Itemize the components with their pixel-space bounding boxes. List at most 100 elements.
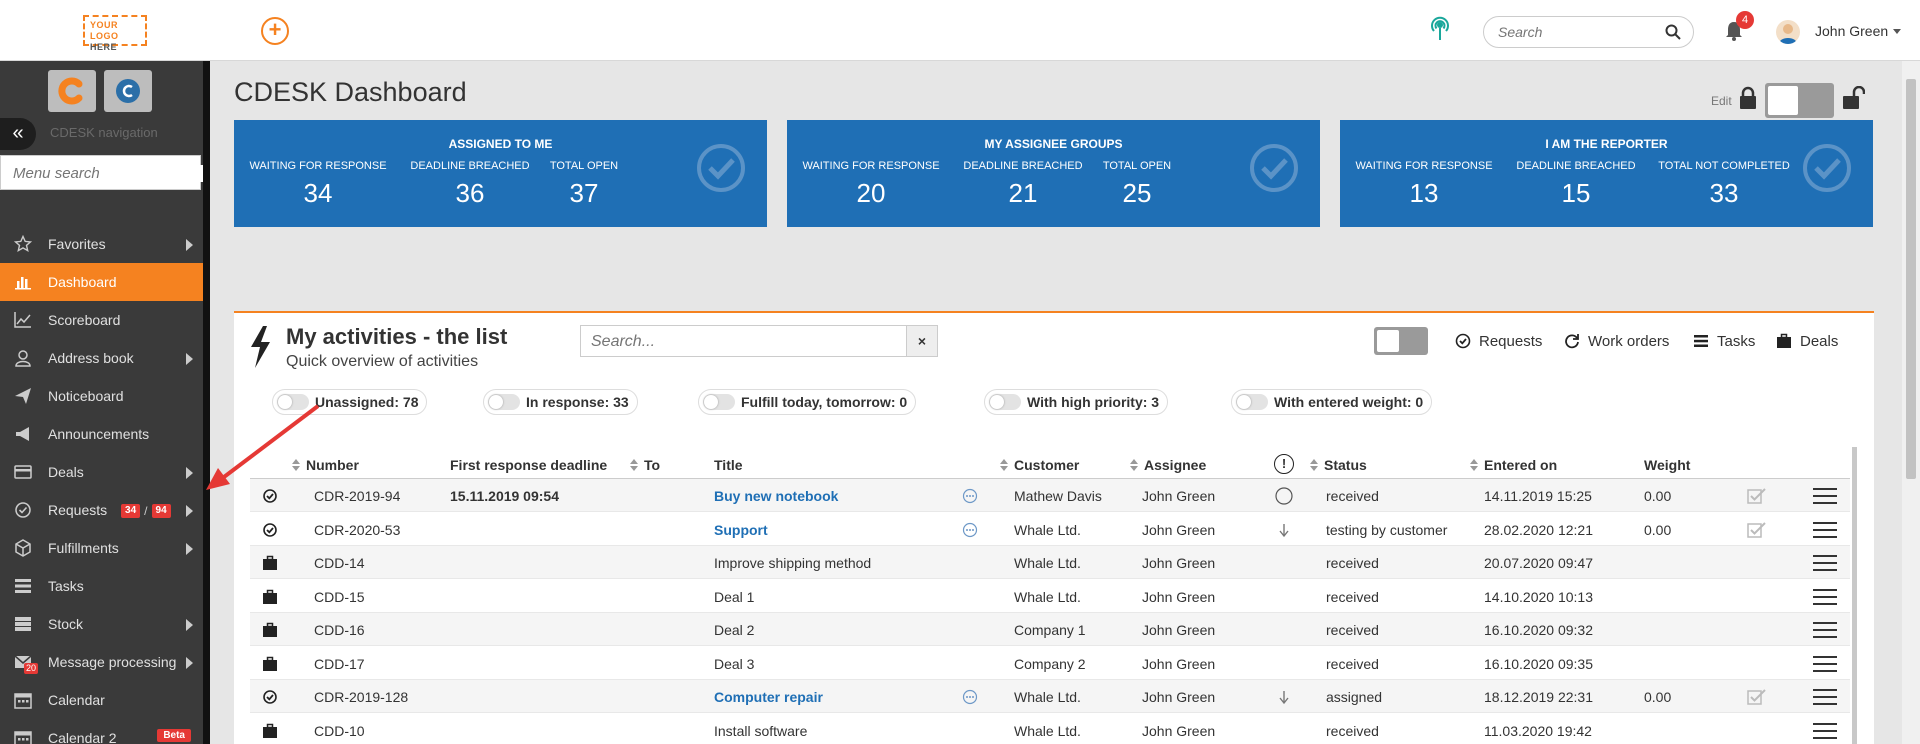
list-view-toggle[interactable] [1374, 327, 1428, 355]
row-title[interactable]: Computer repair [714, 689, 823, 705]
card-stat[interactable]: TOTAL OPEN 25 [1097, 160, 1177, 209]
sidebar-item-scoreboard[interactable]: Scoreboard [0, 301, 203, 339]
clear-search-button[interactable]: × [906, 325, 938, 357]
filter-requests[interactable]: Requests [1455, 333, 1542, 350]
quick-filter-high-priority[interactable]: With high priority: 3 [984, 389, 1169, 415]
sidebar-item-address-book[interactable]: Address book [0, 339, 203, 377]
table-row[interactable]: CDR-2019-128 Computer repair Whale Ltd. Joh… [250, 680, 1850, 713]
hamburger-menu-icon[interactable] [1813, 689, 1837, 705]
column-header-assignee[interactable]: Assignee [1130, 457, 1206, 473]
table-row[interactable]: CDR-2020-53 Support Whale Ltd. John Green te… [250, 513, 1850, 546]
sidebar-item-dashboard[interactable]: Dashboard [0, 263, 203, 301]
column-header-number[interactable]: Number [292, 457, 359, 473]
column-header-weight[interactable]: Weight [1644, 457, 1690, 473]
card-stat[interactable]: DEADLINE BREACHED 21 [963, 160, 1083, 209]
collapse-sidebar-button[interactable]: « [0, 118, 36, 150]
sidebar-item-tasks[interactable]: Tasks [0, 567, 203, 605]
hamburger-menu-icon[interactable] [1813, 655, 1837, 672]
filter-deals[interactable]: Deals [1776, 333, 1838, 350]
user-name[interactable]: John Green [1815, 23, 1889, 39]
sidebar-item-favorites[interactable]: Favorites [0, 225, 203, 263]
search-icon[interactable] [1665, 24, 1681, 40]
more-options-icon[interactable] [962, 522, 978, 538]
activities-search[interactable] [580, 325, 918, 357]
check-circle-icon [263, 489, 277, 503]
sidebar-item-deals[interactable]: Deals [0, 453, 203, 491]
filter-tasks[interactable]: Tasks [1693, 333, 1755, 350]
card-assigned-to-me[interactable]: ASSIGNED TO ME WAITING FOR RESPONSE 34 DE… [234, 120, 767, 227]
filter-switch[interactable] [1236, 394, 1268, 410]
hamburger-menu-icon[interactable] [1813, 488, 1837, 504]
table-row[interactable]: CDD-14 Improve shipping method Whale Ltd. J… [250, 546, 1850, 579]
table-row[interactable]: CDD-16 Deal 2 Company 1 John Green received 1… [250, 613, 1850, 646]
filter-switch[interactable] [277, 394, 309, 410]
row-customer: Whale Ltd. [1014, 555, 1081, 571]
sidebar-item-message-processing[interactable]: 20 Message processing [0, 643, 203, 681]
table-row[interactable]: CDD-15 Deal 1 Whale Ltd. John Green received… [250, 580, 1850, 613]
table-scrollbar[interactable] [1852, 447, 1857, 744]
lock-icon [1740, 86, 1756, 109]
podcast-icon[interactable] [1428, 15, 1452, 41]
hamburger-menu-icon[interactable] [1813, 521, 1837, 538]
checkbox-icon[interactable] [1747, 688, 1767, 705]
sidebar-item-stock[interactable]: Stock [0, 605, 203, 643]
card-my-assignee-groups[interactable]: MY ASSIGNEE GROUPS WAITING FOR RESPONSE 2… [787, 120, 1320, 227]
card-stat[interactable]: WAITING FOR RESPONSE 34 [248, 160, 388, 209]
card-stat[interactable]: TOTAL OPEN 37 [544, 160, 624, 209]
card-stat[interactable]: WAITING FOR RESPONSE 20 [801, 160, 941, 209]
row-title[interactable]: Buy new notebook [714, 488, 839, 504]
menu-search-input[interactable] [13, 165, 203, 182]
sidebar-item-calendar-2[interactable]: Calendar 2 Beta [0, 719, 203, 744]
card-i-am-the-reporter[interactable]: I AM THE REPORTER WAITING FOR RESPONSE 13… [1340, 120, 1873, 227]
global-search-input[interactable] [1498, 24, 1658, 40]
sidebar-item-announcements[interactable]: Announcements [0, 415, 203, 453]
scrollbar-thumb[interactable] [1906, 79, 1916, 479]
column-header-to[interactable]: To [630, 457, 660, 473]
card-stat[interactable]: DEADLINE BREACHED 36 [410, 160, 530, 209]
column-header-status[interactable]: Status [1310, 457, 1367, 473]
table-row[interactable]: CDD-17 Deal 3 Company 2 John Green received 1… [250, 647, 1850, 680]
global-search[interactable] [1483, 16, 1694, 48]
column-header-priority[interactable]: ! [1274, 454, 1294, 474]
table-row[interactable]: CDR-2019-94 15.11.2019 09:54 Buy new noteb… [250, 479, 1850, 512]
column-header-customer[interactable]: Customer [1000, 457, 1079, 473]
activities-search-input[interactable] [591, 333, 901, 351]
sidebar-item-fulfillments[interactable]: Fulfillments [0, 529, 203, 567]
card-stat[interactable]: WAITING FOR RESPONSE 13 [1354, 160, 1494, 209]
card-stat[interactable]: DEADLINE BREACHED 15 [1516, 160, 1636, 209]
hamburger-menu-icon[interactable] [1813, 588, 1837, 605]
cdesk-orange-logo[interactable] [48, 70, 96, 112]
company-logo[interactable]: YOUR LOGO HERE [83, 15, 147, 52]
filter-switch[interactable] [703, 394, 735, 410]
hamburger-menu-icon[interactable] [1813, 622, 1837, 638]
more-options-icon[interactable] [962, 689, 978, 705]
create-new-button[interactable]: + [261, 17, 289, 45]
filter-work-orders[interactable]: Work orders [1564, 333, 1669, 350]
quick-filter-entered-weight[interactable]: With entered weight: 0 [1231, 389, 1433, 415]
column-header-deadline[interactable]: First response deadline [450, 457, 607, 473]
quick-filter-fulfill-today[interactable]: Fulfill today, tomorrow: 0 [698, 389, 917, 415]
avatar[interactable] [1776, 20, 1800, 44]
checkbox-icon[interactable] [1747, 487, 1767, 504]
sidebar-item-requests[interactable]: Requests 34/94 [0, 491, 203, 529]
hamburger-menu-icon[interactable] [1813, 722, 1837, 739]
checkbox-icon[interactable] [1747, 521, 1767, 538]
column-header-entered[interactable]: Entered on [1470, 457, 1557, 473]
hamburger-menu-icon[interactable] [1813, 555, 1837, 571]
page-scrollbar[interactable] [1902, 61, 1920, 744]
card-stat[interactable]: TOTAL NOT COMPLETED 33 [1654, 160, 1794, 209]
filter-switch[interactable] [989, 394, 1021, 410]
column-header-title[interactable]: Title [714, 457, 743, 473]
sidebar-item-noticeboard[interactable]: Noticeboard [0, 377, 203, 415]
cdesk-blue-logo[interactable] [104, 70, 152, 112]
chevron-down-icon[interactable] [1893, 29, 1901, 34]
edit-mode-toggle[interactable] [1765, 83, 1834, 118]
quick-filter-in-response[interactable]: In response: 33 [483, 389, 638, 415]
row-title[interactable]: Support [714, 521, 768, 538]
sidebar-item-calendar[interactable]: Calendar [0, 681, 203, 719]
more-options-icon[interactable] [962, 488, 978, 504]
menu-search[interactable] [0, 155, 203, 190]
table-row[interactable]: CDD-10 Install software Whale Ltd. John Gre… [250, 714, 1850, 744]
quick-filter-unassigned[interactable]: Unassigned: 78 [272, 389, 428, 415]
filter-switch[interactable] [488, 394, 520, 410]
